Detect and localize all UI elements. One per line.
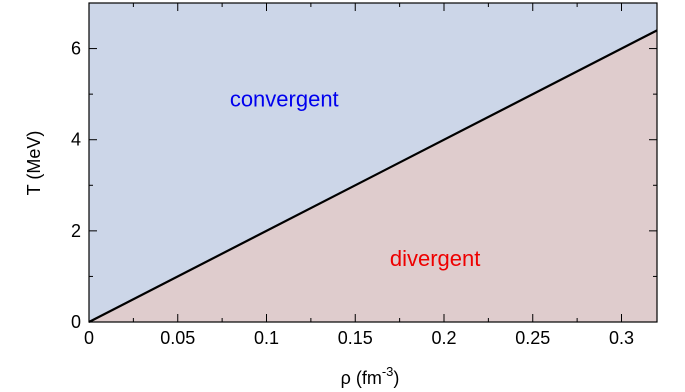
y-axis-title: T (MeV) [24, 131, 44, 196]
x-tick-label: 0.25 [515, 328, 550, 348]
boundary-line [88, 29, 658, 323]
x-axis-title: ρ (fm-3) [341, 364, 400, 388]
plot-frame [88, 2, 658, 323]
x-tick-label: 0.15 [338, 328, 373, 348]
x-tick-label: 0.05 [160, 328, 195, 348]
x-tick-label: 0.3 [609, 328, 634, 348]
x-axis-title-close: ) [393, 368, 399, 388]
divergent-region [89, 30, 657, 322]
y-tick-label: 4 [71, 130, 81, 150]
x-ticks: 0 0.05 0.1 0.15 0.2 0.25 0.3 [84, 3, 634, 348]
y-tick-label: 0 [71, 312, 81, 332]
plot-area: 0 0.05 0.1 0.15 0.2 0.25 0.3 0 2 4 6 convergent d… [71, 2, 658, 348]
x-tick-label: 0.1 [254, 328, 279, 348]
y-ticks: 0 2 4 6 [71, 39, 657, 332]
convergent-label: convergent [230, 87, 339, 112]
x-axis-title-sup: -3 [382, 364, 394, 379]
convergent-region [89, 3, 657, 322]
y-tick-label: 2 [71, 221, 81, 241]
x-tick-label: 0 [84, 328, 94, 348]
divergent-label: divergent [390, 246, 481, 271]
x-tick-label: 0.2 [431, 328, 456, 348]
x-axis-title-main: ρ (fm [341, 368, 382, 388]
y-tick-label: 6 [71, 39, 81, 59]
